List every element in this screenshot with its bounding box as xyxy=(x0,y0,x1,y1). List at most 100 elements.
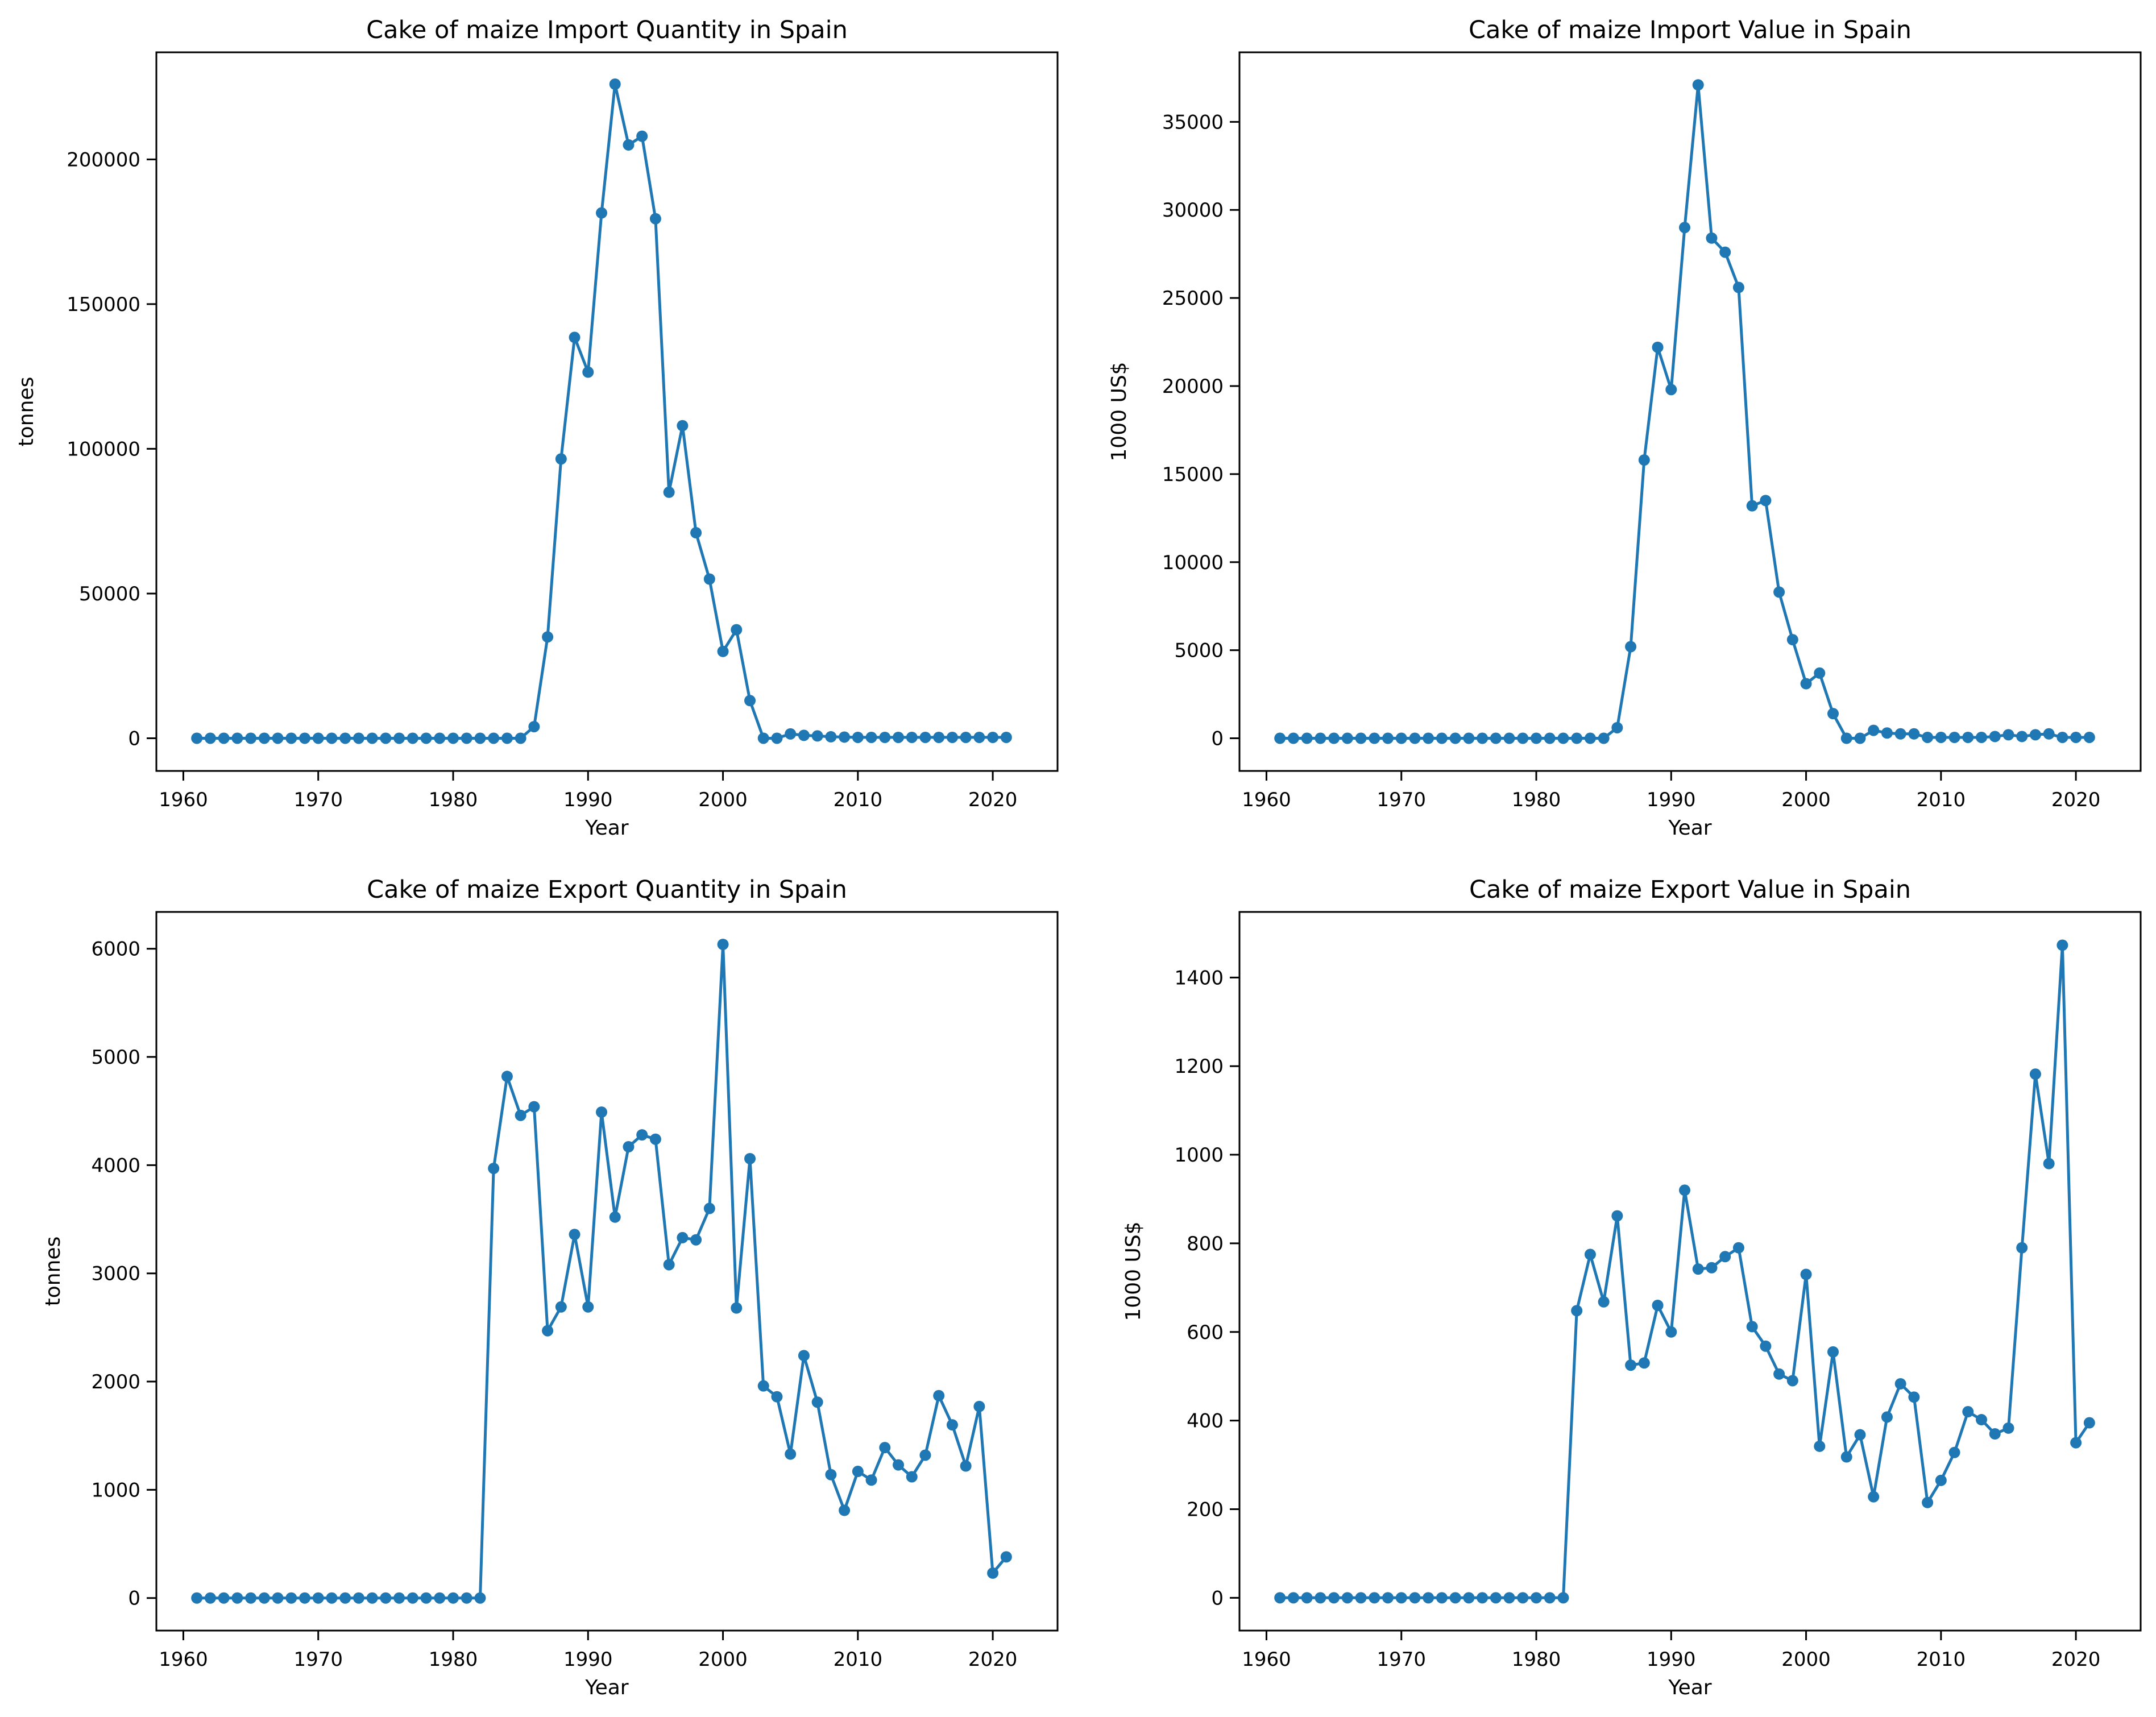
data-point xyxy=(272,732,284,744)
data-point xyxy=(474,1592,486,1604)
x-tick-label: 1960 xyxy=(159,789,208,811)
data-point xyxy=(434,1592,446,1604)
data-point xyxy=(1692,79,1704,91)
data-point xyxy=(677,420,689,432)
data-point xyxy=(825,731,837,743)
data-point xyxy=(1840,732,1852,744)
data-point xyxy=(919,731,931,743)
data-point xyxy=(1571,732,1583,744)
data-point xyxy=(1436,1592,1448,1604)
data-point xyxy=(1881,1411,1893,1423)
data-point xyxy=(1638,454,1650,466)
data-point xyxy=(1760,495,1772,507)
data-point xyxy=(1423,732,1434,744)
data-point xyxy=(893,731,905,743)
data-point xyxy=(299,1592,311,1604)
data-point xyxy=(811,730,823,742)
data-point xyxy=(407,732,418,744)
y-tick-label: 0 xyxy=(1211,728,1224,750)
data-point xyxy=(488,732,500,744)
y-tick-label: 800 xyxy=(1187,1233,1224,1255)
chart-panel-3: 1960 1970 1980 1990 2000 2010 2020 0 1000 2000 300… xyxy=(42,876,1059,1699)
data-point xyxy=(1894,728,1906,740)
data-point xyxy=(811,1396,823,1408)
data-point xyxy=(582,1301,594,1313)
data-point xyxy=(987,731,999,743)
data-point xyxy=(2043,1158,2055,1169)
data-point xyxy=(1854,1429,1866,1441)
data-point xyxy=(542,631,554,643)
data-point xyxy=(1814,667,1826,679)
data-point xyxy=(731,1302,743,1314)
x-tick-label: 2020 xyxy=(2051,789,2101,811)
data-point xyxy=(879,731,891,743)
data-point xyxy=(1000,731,1012,743)
axes-frame xyxy=(155,51,1059,772)
data-point xyxy=(1962,731,1974,743)
data-point xyxy=(879,1442,891,1454)
data-point xyxy=(2029,1068,2041,1080)
data-point xyxy=(1274,1592,1286,1604)
data-point xyxy=(717,645,729,657)
data-point xyxy=(1477,1592,1489,1604)
x-tick-label: 2020 xyxy=(968,1648,1018,1671)
data-point xyxy=(1719,246,1731,258)
y-tick-label: 2000 xyxy=(91,1371,140,1393)
data-point xyxy=(1746,1321,1758,1333)
data-point xyxy=(1814,1440,1826,1452)
data-point xyxy=(353,1592,364,1604)
chart-title: Cake of maize Export Quantity in Spain xyxy=(367,876,847,904)
data-point xyxy=(717,939,729,951)
data-point xyxy=(1382,1592,1394,1604)
data-point xyxy=(663,1259,675,1271)
data-point xyxy=(1544,732,1556,744)
data-point xyxy=(744,695,756,707)
y-axis-label: tonnes xyxy=(15,377,38,447)
data-point xyxy=(461,1592,472,1604)
data-point xyxy=(218,732,230,744)
data-point xyxy=(528,721,540,733)
axes-frame xyxy=(155,911,1059,1632)
data-point xyxy=(420,732,432,744)
data-point xyxy=(285,1592,297,1604)
data-point xyxy=(1503,1592,1515,1604)
data-point xyxy=(1584,1249,1596,1260)
data-point xyxy=(839,731,851,743)
data-point xyxy=(852,731,864,743)
data-point xyxy=(690,527,702,539)
x-axis-label: Year xyxy=(1668,1676,1711,1699)
data-point xyxy=(1382,732,1394,744)
data-point xyxy=(1706,232,1718,244)
data-point xyxy=(245,732,257,744)
data-point xyxy=(852,1466,864,1478)
chart-panel-4: 1960 1970 1980 1990 2000 2010 2020 0 200 400 600 80… xyxy=(1122,876,2142,1699)
data-point xyxy=(1922,731,1934,743)
data-point xyxy=(757,1380,769,1392)
chart-title: Cake of maize Export Value in Spain xyxy=(1469,876,1911,904)
data-point xyxy=(1598,1296,1610,1308)
x-tick-label: 1980 xyxy=(1512,1648,1561,1671)
data-point xyxy=(1301,732,1313,744)
data-point xyxy=(245,1592,257,1604)
data-point xyxy=(1922,1496,1934,1508)
data-point xyxy=(2070,731,2082,743)
x-tick-label: 1970 xyxy=(1376,789,1426,811)
data-point xyxy=(1328,1592,1340,1604)
x-axis-label: Year xyxy=(1668,816,1711,840)
data-point xyxy=(312,1592,324,1604)
data-point xyxy=(973,731,985,743)
data-point xyxy=(191,1592,203,1604)
data-point xyxy=(1409,1592,1421,1604)
x-tick-label: 1990 xyxy=(563,1648,613,1671)
x-tick-label: 1990 xyxy=(1647,1648,1696,1671)
data-point xyxy=(2016,1242,2028,1254)
data-point xyxy=(2043,728,2055,740)
y-tick-label: 20000 xyxy=(1162,375,1224,398)
data-point xyxy=(555,453,567,465)
data-point xyxy=(1665,384,1677,396)
data-point xyxy=(231,732,243,744)
data-point xyxy=(1611,1210,1623,1222)
data-point xyxy=(1746,500,1758,512)
